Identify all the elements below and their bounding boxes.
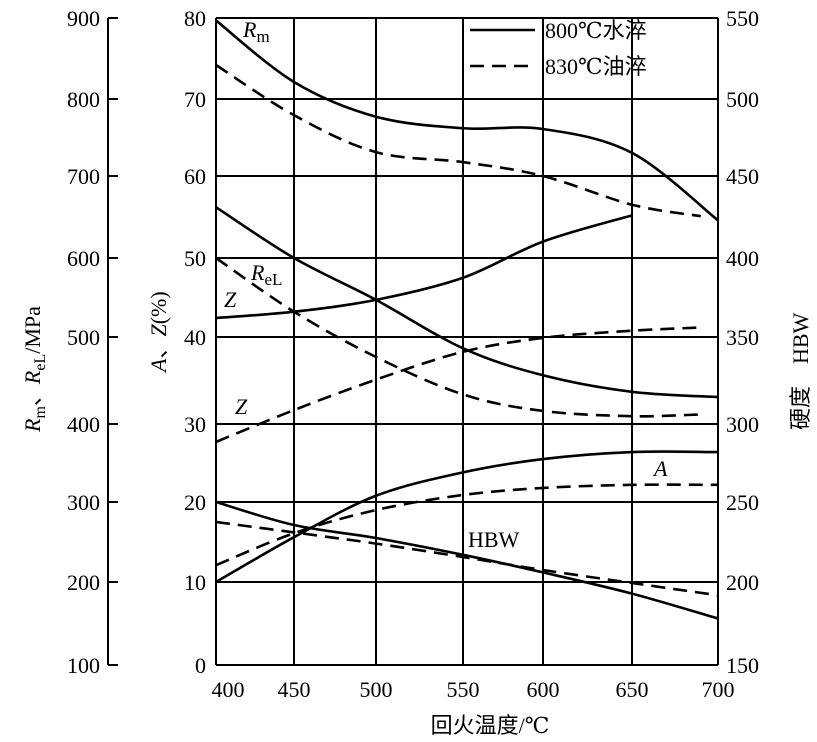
series-line-a-dashed xyxy=(215,483,719,567)
tick-labels: 400 450 500 550 600 650 700 0 10 20 30 40 50 60 70 80 15… xyxy=(184,6,759,702)
y-left-tick-label: 900 xyxy=(67,6,100,31)
legend: 800℃水淬 830℃油淬 xyxy=(470,18,647,79)
y-middle-tick-label: 80 xyxy=(184,6,206,31)
y-middle-tick-label: 30 xyxy=(184,412,206,437)
series-line-hbw-solid xyxy=(215,500,719,620)
y-middle-axis-label: A、Z(%) xyxy=(146,291,171,374)
y-left-axis-label: Rm、ReL/MPa xyxy=(20,306,49,433)
x-axis-label: 回火温度/℃ xyxy=(431,713,550,738)
y-right-tick-label: 300 xyxy=(726,412,759,437)
annotation-rel: ReL xyxy=(250,260,282,289)
series-line-rel-solid xyxy=(215,206,719,399)
y-left-tick-label: 100 xyxy=(67,653,100,678)
annotation-z-solid: Z xyxy=(224,287,237,312)
x-tick-label: 400 xyxy=(212,677,245,702)
y-right-tick-label: 200 xyxy=(726,570,759,595)
plot-grid xyxy=(215,17,719,666)
y-left-tick-label: 200 xyxy=(67,570,100,595)
y-left-tick-label: 500 xyxy=(67,325,100,350)
y-left-tick-label: 800 xyxy=(67,87,100,112)
y-right-tick-label: 250 xyxy=(726,490,759,515)
y-right-tick-label: 550 xyxy=(726,6,759,31)
series-line-hbw-dashed xyxy=(215,520,719,597)
y-middle-tick-label: 10 xyxy=(184,570,206,595)
series-line-rm-solid xyxy=(215,19,719,222)
left-mpa-axis: 100 200 300 400 500 600 700 800 900 xyxy=(67,6,118,678)
x-tick-label: 650 xyxy=(616,677,649,702)
y-right-tick-label: 150 xyxy=(726,653,759,678)
x-tick-label: 450 xyxy=(278,677,311,702)
y-middle-tick-label: 50 xyxy=(184,246,206,271)
y-right-axis-label: 硬度 HBW xyxy=(788,312,813,430)
y-right-tick-label: 500 xyxy=(726,87,759,112)
x-tick-label: 500 xyxy=(360,677,393,702)
y-left-tick-label: 300 xyxy=(67,490,100,515)
annotation-hbw: HBW xyxy=(468,527,520,552)
series-line-rm-dashed xyxy=(215,63,702,218)
annotation-rm: Rm xyxy=(242,17,270,46)
y-middle-tick-label: 20 xyxy=(184,490,206,515)
y-left-tick-label: 700 xyxy=(67,164,100,189)
x-tick-label: 600 xyxy=(527,677,560,702)
annotation-z-dashed: Z xyxy=(235,394,248,419)
y-middle-tick-label: 40 xyxy=(184,325,206,350)
y-middle-tick-label: 60 xyxy=(184,164,206,189)
curves xyxy=(215,19,719,620)
y-right-tick-label: 350 xyxy=(726,325,759,350)
series-line-z-solid xyxy=(215,214,633,320)
y-middle-tick-label: 0 xyxy=(195,653,206,678)
x-tick-label: 550 xyxy=(447,677,480,702)
y-middle-tick-label: 70 xyxy=(184,87,206,112)
y-right-tick-label: 450 xyxy=(726,164,759,189)
y-left-tick-label: 600 xyxy=(67,246,100,271)
legend-label-oil-quench: 830℃油淬 xyxy=(545,54,647,79)
y-left-tick-label: 400 xyxy=(67,412,100,437)
annotation-a: A xyxy=(652,456,668,481)
series-line-a-solid xyxy=(215,450,719,584)
y-right-tick-label: 400 xyxy=(726,246,759,271)
x-tick-label: 700 xyxy=(702,677,735,702)
legend-label-water-quench: 800℃水淬 xyxy=(545,18,647,43)
